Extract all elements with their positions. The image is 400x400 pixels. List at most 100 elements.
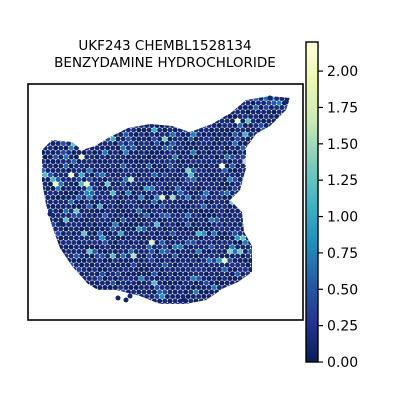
spot (53, 190, 59, 196)
spot (222, 132, 228, 137)
spot (261, 208, 267, 214)
spot (245, 271, 251, 277)
spot (219, 289, 225, 295)
spot (47, 253, 53, 259)
spot (73, 199, 79, 205)
spot (68, 118, 74, 124)
spot (263, 195, 269, 200)
spot (157, 280, 163, 286)
spot (84, 163, 90, 169)
spot (287, 127, 290, 133)
spot (131, 289, 137, 295)
spot (196, 159, 202, 164)
spot (183, 262, 189, 268)
spot (89, 244, 95, 250)
spot (206, 258, 212, 263)
spot (84, 136, 90, 142)
spot (219, 127, 225, 133)
spot (79, 163, 85, 169)
spot (164, 303, 170, 304)
spot (58, 280, 64, 286)
spot (58, 109, 64, 115)
spot (125, 154, 131, 160)
spot (245, 226, 251, 232)
spot (190, 105, 196, 110)
spot (68, 96, 74, 97)
spot (99, 217, 105, 223)
spot (266, 217, 272, 223)
spot (66, 303, 72, 304)
spot (58, 154, 64, 160)
spot (198, 262, 204, 268)
spot (157, 217, 163, 223)
spot (123, 258, 129, 263)
spot (175, 285, 181, 290)
spot (86, 294, 92, 299)
spot (203, 181, 209, 187)
spot (102, 186, 108, 191)
spot (120, 244, 126, 250)
spot (237, 105, 243, 110)
spot (42, 100, 43, 106)
spot (281, 181, 287, 187)
spot (133, 303, 139, 304)
spot (170, 114, 176, 119)
spot (81, 96, 87, 101)
spot (157, 181, 163, 187)
spot (86, 258, 92, 263)
spot (105, 244, 111, 250)
spot (141, 118, 147, 124)
spot (180, 186, 186, 191)
spot (188, 109, 194, 115)
spot (123, 249, 129, 254)
spot (193, 199, 199, 205)
spot (261, 253, 267, 259)
spot (209, 100, 215, 106)
spot (240, 181, 246, 187)
spot (53, 208, 59, 214)
spot (84, 271, 90, 277)
spot (164, 195, 170, 200)
spot (125, 253, 131, 259)
spot (42, 208, 48, 214)
spot (112, 186, 118, 191)
spot (222, 294, 228, 299)
spot (133, 186, 139, 191)
spot (157, 127, 163, 133)
spot (157, 235, 163, 241)
spot (149, 114, 155, 119)
spot (89, 235, 95, 241)
spot (79, 136, 85, 142)
spot (107, 186, 113, 191)
spot (203, 199, 209, 205)
spot (193, 217, 199, 223)
spot (263, 186, 269, 191)
spot (136, 145, 142, 151)
spot (112, 285, 118, 290)
spot (175, 231, 181, 236)
spot (144, 168, 150, 173)
spot (172, 163, 178, 169)
spot (73, 100, 79, 106)
spot (71, 150, 77, 155)
spot (219, 226, 225, 232)
spot (172, 145, 178, 151)
spot (248, 276, 254, 281)
spot (198, 100, 204, 106)
spot (172, 280, 178, 286)
spot (261, 280, 267, 286)
spot (128, 132, 134, 137)
spot (211, 213, 217, 218)
spot (268, 114, 274, 119)
spot (248, 195, 254, 200)
spot (136, 262, 142, 268)
spot (214, 154, 220, 160)
spot (146, 118, 152, 124)
spot (245, 154, 251, 160)
spot (206, 204, 212, 209)
spot (42, 114, 46, 119)
spot (42, 172, 48, 178)
spot (209, 235, 215, 241)
spot (284, 213, 290, 218)
